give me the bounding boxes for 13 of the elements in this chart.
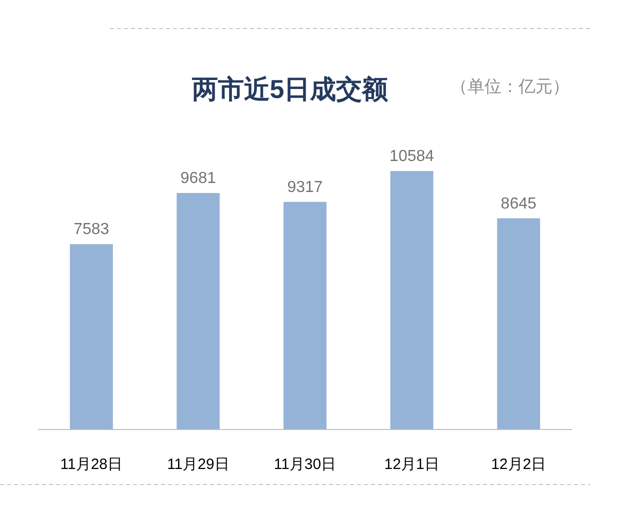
chart-title: 两市近5日成交额 (190, 74, 390, 104)
data-label: 8645 (500, 195, 536, 212)
data-label: 9317 (287, 178, 323, 196)
x-tick-label: 11月30日 (274, 456, 336, 473)
plot: 7583 9681 9317 10584 8645 (70, 148, 540, 429)
x-tick-label: 12月1日 (384, 456, 440, 473)
data-label: 9681 (180, 170, 216, 188)
chart-subtitle: （单位：亿元） (450, 77, 570, 96)
x-tick-label: 12月2日 (491, 456, 546, 473)
x-tick-label: 11月29日 (167, 456, 230, 473)
x-tick-label: 11月28日 (60, 456, 123, 473)
data-label: 7583 (74, 221, 110, 238)
data-label: 10584 (390, 148, 434, 165)
